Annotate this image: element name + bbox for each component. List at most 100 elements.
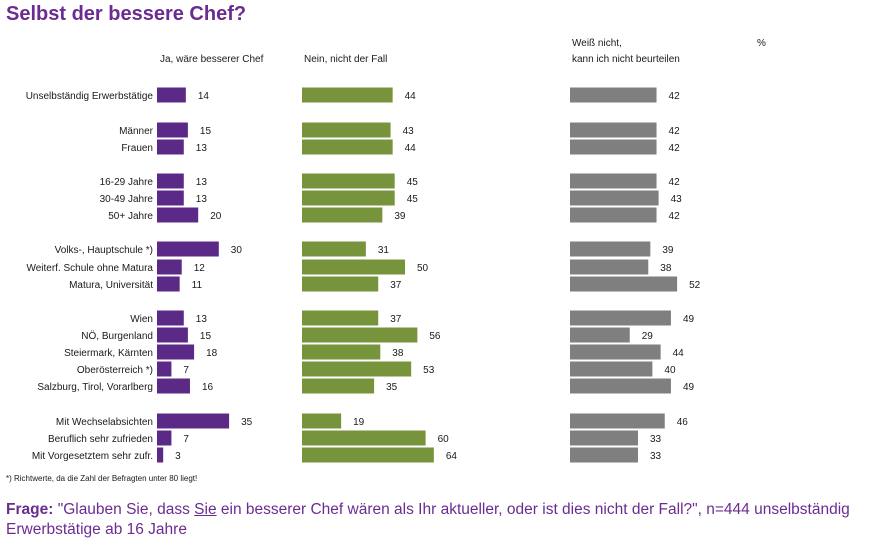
- question-text-after: ein besserer Chef wären als Ihr aktuelle…: [6, 501, 850, 538]
- value-label-series1-frauen: 13: [196, 143, 208, 154]
- bar-series2-salzburg-tirol-vorarlberg: [302, 378, 375, 394]
- bar-series1-frauen: [157, 139, 184, 155]
- bar-series3-unselbst-ndig-erwerbst-tige: [570, 87, 657, 103]
- category-label-beruflich-sehr-zufrieden: Beruflich sehr zufrieden: [48, 434, 153, 445]
- category-label-n-burgenland: NÖ, Burgenland: [81, 330, 153, 342]
- bar-series1-weiterf-schule-ohne-matura: [157, 259, 182, 275]
- category-label-unselbst-ndig-erwerbst-tige: Unselbständig Erwerbstätige: [26, 91, 154, 102]
- bar-series3-ober-sterreich: [570, 361, 653, 377]
- value-label-series2-wien: 37: [390, 314, 402, 325]
- value-label-series1-m-nner: 15: [200, 126, 212, 137]
- bar-series2-matura-universit-t: [302, 276, 379, 292]
- category-label-ober-sterreich: Oberösterreich *): [77, 365, 153, 376]
- bar-series3-salzburg-tirol-vorarlberg: [570, 378, 671, 394]
- bar-series2-30-49-jahre: [302, 190, 395, 206]
- bar-series2-ober-sterreich: [302, 361, 412, 377]
- value-label-series3-50-jahre: 42: [669, 211, 681, 222]
- category-label-50-jahre: 50+ Jahre: [108, 211, 153, 222]
- category-label-matura-universit-t: Matura, Universität: [69, 280, 153, 291]
- value-label-series1-unselbst-ndig-erwerbst-tige: 14: [198, 91, 210, 102]
- category-label-30-49-jahre: 30-49 Jahre: [100, 194, 154, 205]
- bar-series1-matura-universit-t: [157, 276, 180, 292]
- value-label-series1-beruflich-sehr-zufrieden: 7: [183, 434, 189, 445]
- value-label-series1-mit-vorgesetztem-sehr-zufr: 3: [175, 451, 181, 462]
- value-label-series2-16-29-jahre: 45: [407, 177, 419, 188]
- header-weiss-line2: kann ich nicht beurteilen: [572, 54, 680, 65]
- value-label-series2-frauen: 44: [405, 143, 417, 154]
- category-label-weiterf-schule-ohne-matura: Weiterf. Schule ohne Matura: [26, 263, 153, 274]
- value-label-series2-50-jahre: 39: [394, 211, 406, 222]
- value-label-series2-mit-vorgesetztem-sehr-zufr: 64: [446, 451, 458, 462]
- value-label-series3-mit-vorgesetztem-sehr-zufr: 33: [650, 451, 662, 462]
- bar-series3-mit-vorgesetztem-sehr-zufr: [570, 447, 638, 463]
- header-weiss-line1: Weiß nicht,: [572, 38, 622, 49]
- category-label-mit-vorgesetztem-sehr-zufr: Mit Vorgesetztem sehr zufr.: [32, 451, 153, 462]
- value-label-series2-steiermark-k-rnten: 38: [392, 348, 404, 359]
- category-label-frauen: Frauen: [121, 143, 153, 154]
- bar-series1-volks-hauptschule: [157, 241, 219, 257]
- value-label-series1-wien: 13: [196, 314, 208, 325]
- value-label-series3-mit-wechselabsichten: 46: [677, 417, 689, 428]
- value-label-series1-steiermark-k-rnten: 18: [206, 348, 218, 359]
- bar-series3-frauen: [570, 139, 657, 155]
- bar-series1-mit-vorgesetztem-sehr-zufr: [157, 447, 164, 463]
- category-label-steiermark-k-rnten: Steiermark, Kärnten: [64, 348, 153, 359]
- value-label-series2-n-burgenland: 56: [429, 331, 441, 342]
- bar-series2-n-burgenland: [302, 327, 418, 343]
- bar-series1-m-nner: [157, 122, 188, 138]
- bar-series3-volks-hauptschule: [570, 241, 651, 257]
- bar-series3-steiermark-k-rnten: [570, 344, 661, 360]
- bar-series3-mit-wechselabsichten: [570, 413, 665, 429]
- bar-series1-beruflich-sehr-zufrieden: [157, 430, 172, 446]
- bar-series1-50-jahre: [157, 207, 199, 223]
- category-label-m-nner: Männer: [119, 126, 154, 137]
- bar-series2-mit-wechselabsichten: [302, 413, 342, 429]
- question-underlined: Sie: [194, 501, 217, 518]
- value-label-series3-wien: 49: [683, 314, 695, 325]
- bar-series3-wien: [570, 310, 671, 326]
- value-label-series2-m-nner: 43: [403, 126, 415, 137]
- bar-series1-steiermark-k-rnten: [157, 344, 195, 360]
- question-text: Frage: "Glauben Sie, dass Sie ein besser…: [6, 500, 868, 540]
- value-label-series3-n-burgenland: 29: [642, 331, 654, 342]
- bar-series3-n-burgenland: [570, 327, 630, 343]
- value-label-series3-m-nner: 42: [669, 126, 681, 137]
- header-ja: Ja, wäre besserer Chef: [160, 54, 264, 65]
- value-label-series2-beruflich-sehr-zufrieden: 60: [438, 434, 450, 445]
- value-label-series3-30-49-jahre: 43: [671, 194, 683, 205]
- footnote: *) Richtwerte, da die Zahl der Befragten…: [6, 474, 198, 483]
- bar-series1-wien: [157, 310, 184, 326]
- bar-series2-mit-vorgesetztem-sehr-zufr: [302, 447, 434, 463]
- bar-series2-unselbst-ndig-erwerbst-tige: [302, 87, 393, 103]
- value-label-series1-volks-hauptschule: 30: [231, 245, 243, 256]
- bar-series3-m-nner: [570, 122, 657, 138]
- bar-series1-16-29-jahre: [157, 173, 184, 189]
- value-label-series1-n-burgenland: 15: [200, 331, 212, 342]
- category-label-16-29-jahre: 16-29 Jahre: [100, 177, 154, 188]
- bar-series2-steiermark-k-rnten: [302, 344, 381, 360]
- bar-series3-50-jahre: [570, 207, 657, 223]
- value-label-series3-16-29-jahre: 42: [669, 177, 681, 188]
- bar-series2-wien: [302, 310, 379, 326]
- bar-series2-m-nner: [302, 122, 391, 138]
- value-label-series1-mit-wechselabsichten: 35: [241, 417, 253, 428]
- bar-series1-30-49-jahre: [157, 190, 184, 206]
- bar-series2-weiterf-schule-ohne-matura: [302, 259, 405, 275]
- bar-series1-unselbst-ndig-erwerbst-tige: [157, 87, 186, 103]
- value-label-series2-ober-sterreich: 53: [423, 365, 435, 376]
- bar-series3-16-29-jahre: [570, 173, 657, 189]
- value-label-series3-steiermark-k-rnten: 44: [673, 348, 685, 359]
- bar-series2-volks-hauptschule: [302, 241, 366, 257]
- category-label-wien: Wien: [130, 314, 153, 325]
- value-label-series1-weiterf-schule-ohne-matura: 12: [194, 263, 206, 274]
- bar-series2-beruflich-sehr-zufrieden: [302, 430, 426, 446]
- header-unit: %: [757, 38, 766, 49]
- value-label-series1-matura-universit-t: 11: [192, 280, 203, 291]
- value-label-series2-volks-hauptschule: 31: [378, 245, 390, 256]
- value-label-series3-weiterf-schule-ohne-matura: 38: [660, 263, 672, 274]
- bar-series1-mit-wechselabsichten: [157, 413, 230, 429]
- category-label-volks-hauptschule: Volks-, Hauptschule *): [55, 245, 153, 256]
- bar-series3-30-49-jahre: [570, 190, 659, 206]
- bar-series1-n-burgenland: [157, 327, 188, 343]
